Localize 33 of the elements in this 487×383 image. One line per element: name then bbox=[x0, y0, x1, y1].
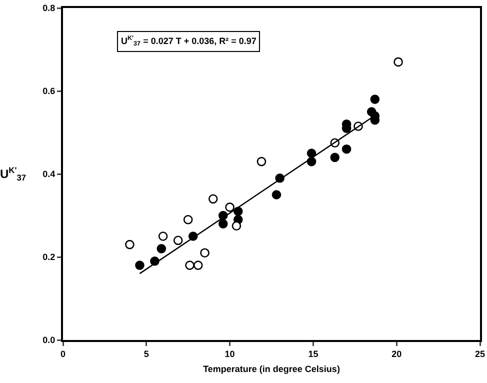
point bbox=[272, 190, 282, 200]
point bbox=[135, 260, 144, 270]
x-tick-label: 0 bbox=[60, 348, 66, 359]
x-tick-label: 20 bbox=[392, 348, 402, 359]
point bbox=[394, 57, 403, 67]
y-tick-label: 0.8 bbox=[42, 3, 56, 14]
y-tick-label: 0.4 bbox=[42, 169, 56, 180]
point bbox=[125, 240, 134, 250]
point bbox=[200, 248, 210, 258]
y-tick-label: 0.6 bbox=[42, 86, 56, 96]
point bbox=[208, 194, 218, 204]
annotation: U$^{K'}$$_{37}$ = 0.027 T + 0.036, R² = 0.97 bbox=[121, 35, 256, 48]
y-tick-label: 0.0 bbox=[42, 335, 56, 346]
point bbox=[232, 221, 242, 231]
x-tick-label: 15 bbox=[308, 348, 318, 359]
point bbox=[330, 152, 340, 162]
point bbox=[218, 219, 228, 228]
point bbox=[193, 260, 203, 270]
point bbox=[342, 144, 352, 154]
point bbox=[306, 148, 316, 158]
x-tick-label: 10 bbox=[224, 348, 235, 359]
point bbox=[185, 260, 194, 270]
point bbox=[173, 236, 183, 246]
x-tick-label: 25 bbox=[474, 348, 486, 359]
point bbox=[370, 94, 380, 104]
y-tick-label: 0.2 bbox=[42, 252, 56, 262]
point bbox=[225, 202, 234, 212]
x-axis-title: Temperature (in degree Celsius) bbox=[203, 364, 340, 374]
point bbox=[156, 244, 166, 254]
x-tick-label: 5 bbox=[144, 348, 149, 359]
point bbox=[183, 215, 193, 224]
point bbox=[158, 232, 168, 241]
point bbox=[256, 156, 266, 166]
